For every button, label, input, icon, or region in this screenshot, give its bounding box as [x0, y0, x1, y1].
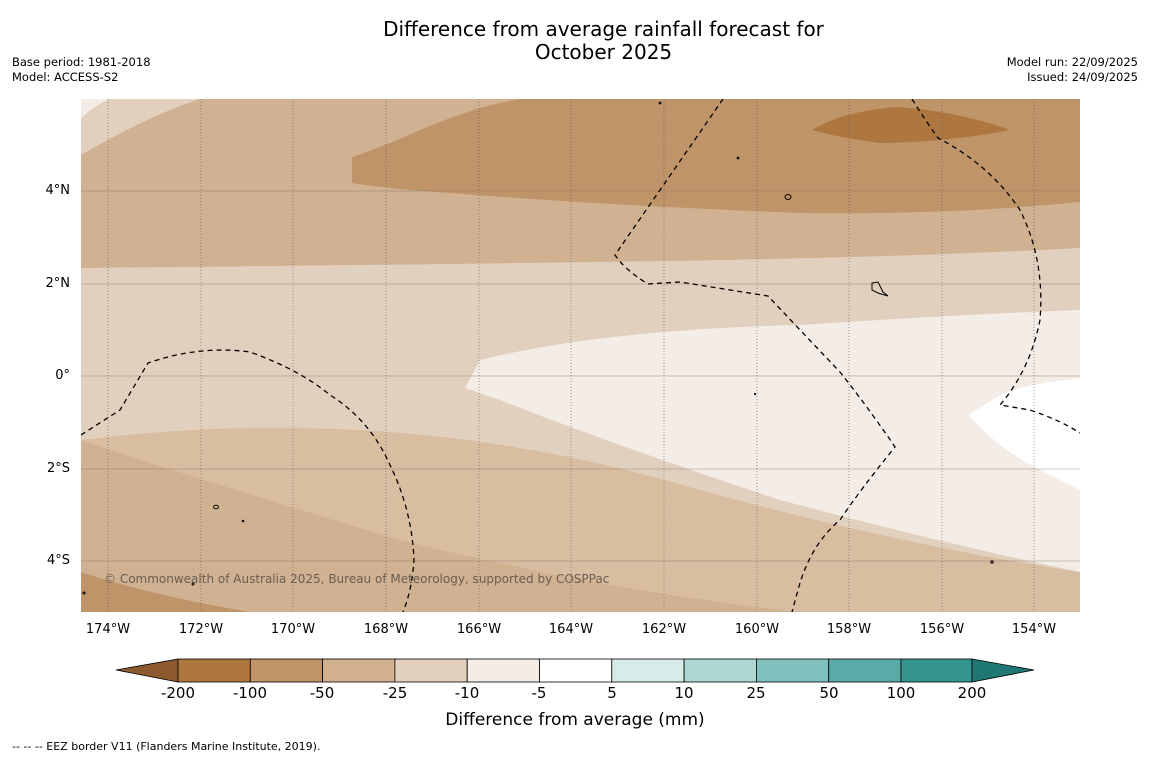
colorbar-extend-high — [971, 658, 1035, 683]
colorbar — [115, 658, 1035, 683]
lon-label: 156°W — [919, 622, 965, 637]
colorbar-tick: 10 — [674, 684, 694, 702]
colorbar-tick: -10 — [454, 684, 480, 702]
lat-label: 0° — [55, 368, 70, 383]
meta-right: Model run: 22/09/2025 Issued: 24/09/2025 — [1007, 55, 1138, 85]
colorbar-segment — [828, 658, 902, 683]
lon-label: 154°W — [1011, 622, 1057, 637]
colorbar-segment — [539, 658, 613, 683]
colorbar-segment — [683, 658, 757, 683]
colorbar-tick: 5 — [607, 684, 617, 702]
colorbar-segment — [322, 658, 396, 683]
colorbar-tick: -5 — [531, 684, 547, 702]
anomaly-band-neutral — [968, 378, 1080, 490]
gridlines — [81, 190, 1080, 562]
colorbar-label: Difference from average (mm) — [445, 710, 705, 730]
colorbar-tick: 25 — [746, 684, 766, 702]
colorbar-tick: 100 — [886, 684, 916, 702]
colorbar-extend-low — [115, 658, 179, 683]
lon-label: 158°W — [826, 622, 872, 637]
lon-label: 162°W — [641, 622, 687, 637]
anomaly-band-neg100-south — [81, 572, 250, 612]
colorbar-segment — [249, 658, 324, 683]
colorbar-tick: -100 — [232, 684, 268, 702]
colorbar-segment — [177, 658, 251, 683]
copyright-notice: © Commonwealth of Australia 2025, Bureau… — [104, 572, 610, 586]
anomaly-band-neg200-north — [812, 107, 1010, 143]
lat-label: 4°S — [46, 553, 70, 568]
colorbar-tick: -50 — [309, 684, 335, 702]
anomaly-band-neg25-northwest — [81, 99, 200, 155]
anomaly-band-neg50-south — [81, 440, 800, 612]
colorbar-tick: 50 — [819, 684, 839, 702]
model-name: Model: ACCESS-S2 — [12, 70, 119, 84]
colorbar-tick: -200 — [160, 684, 196, 702]
meta-left: Base period: 1981-2018 Model: ACCESS-S2 — [12, 55, 151, 85]
issued-date: Issued: 24/09/2025 — [1027, 70, 1138, 84]
anomaly-band-neg10-northwest — [81, 99, 110, 118]
lon-label: 164°W — [548, 622, 594, 637]
colorbar-tick: 200 — [957, 684, 987, 702]
eez-borders — [81, 99, 1080, 612]
lat-label: 2°S — [46, 461, 70, 476]
model-run: Model run: 22/09/2025 — [1006, 55, 1138, 69]
title-line-2: October 2025 — [534, 40, 673, 64]
lat-label: 2°N — [45, 276, 71, 291]
lon-label: 168°W — [363, 622, 409, 637]
islands — [82, 101, 994, 595]
lon-label: 172°W — [178, 622, 224, 637]
lon-label: 166°W — [456, 622, 502, 637]
lat-label: 4°N — [45, 183, 71, 198]
base-period: Base period: 1981-2018 — [12, 55, 151, 69]
lon-label: 174°W — [85, 622, 131, 637]
map-title: Difference from average rainfall forecas… — [0, 18, 1150, 64]
title-line-1: Difference from average rainfall forecas… — [383, 17, 824, 41]
anomaly-band-neg10 — [465, 310, 1080, 572]
colorbar-segment — [756, 658, 830, 683]
colorbar-segment — [466, 658, 540, 683]
colorbar-segment — [394, 658, 468, 683]
lon-label: 160°W — [734, 622, 780, 637]
footer-legend: -- -- -- EEZ border V11 (Flanders Marine… — [12, 740, 321, 753]
colorbar-segment — [611, 658, 685, 683]
lon-label: 170°W — [270, 622, 316, 637]
colorbar-tick: -25 — [382, 684, 408, 702]
colorbar-segment — [900, 658, 973, 683]
